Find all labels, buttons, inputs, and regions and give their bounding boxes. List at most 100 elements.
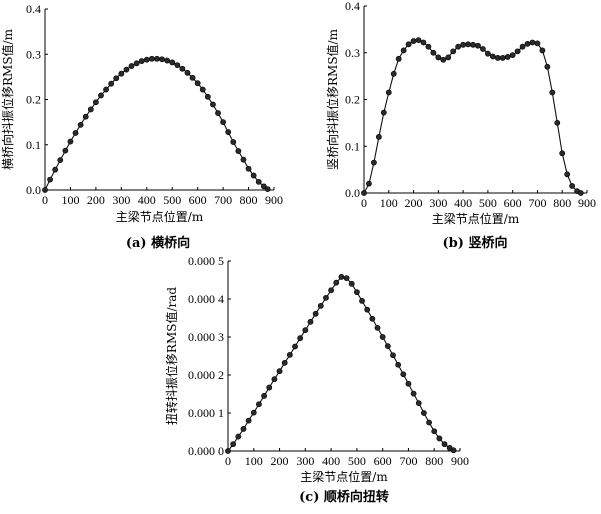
data-point bbox=[400, 371, 407, 378]
data-point bbox=[292, 343, 298, 350]
data-point bbox=[281, 359, 288, 366]
panel-a-chart: (a) 横桥向 0 100 200 300 400 500 600 700 800 900 0.0 0… bbox=[0, 2, 283, 251]
data-point bbox=[113, 75, 120, 82]
data-point bbox=[67, 138, 74, 145]
x-tick-label: 900 bbox=[451, 454, 469, 468]
data-point bbox=[480, 46, 486, 52]
data-point bbox=[499, 54, 506, 61]
data-point bbox=[286, 351, 293, 358]
data-point bbox=[361, 190, 367, 196]
panel-c-chart: (c) 顺桥向扭转 0 100 200 300 400 500 600 700 800 900 0.… bbox=[164, 254, 469, 505]
data-point bbox=[564, 171, 571, 178]
data-point bbox=[266, 384, 273, 391]
data-point bbox=[256, 401, 262, 408]
data-point bbox=[194, 80, 201, 87]
data-point bbox=[103, 86, 109, 93]
data-point bbox=[359, 297, 365, 304]
x-tick-label: 700 bbox=[214, 193, 232, 207]
data-point bbox=[549, 89, 556, 96]
data-point bbox=[235, 148, 242, 154]
data-point bbox=[328, 287, 335, 294]
data-point bbox=[154, 55, 160, 62]
data-point bbox=[405, 380, 412, 387]
data-point bbox=[138, 58, 145, 64]
series-line bbox=[227, 276, 454, 452]
data-point bbox=[431, 428, 438, 435]
data-point bbox=[504, 54, 511, 60]
data-point bbox=[250, 172, 257, 179]
data-point bbox=[271, 376, 278, 383]
data-point bbox=[189, 74, 196, 81]
data-point bbox=[184, 69, 191, 76]
data-point bbox=[302, 327, 309, 334]
x-tick-label: 0 bbox=[361, 196, 367, 210]
data-point bbox=[460, 41, 467, 48]
data-point bbox=[569, 183, 576, 189]
data-point bbox=[374, 324, 381, 331]
x-tick-label: 400 bbox=[454, 196, 472, 210]
data-point bbox=[92, 99, 99, 106]
data-point bbox=[441, 441, 448, 448]
data-point bbox=[179, 65, 186, 72]
data-point bbox=[519, 43, 526, 50]
data-point bbox=[445, 54, 452, 61]
x-tick-label: 100 bbox=[380, 196, 398, 210]
data-point bbox=[72, 130, 79, 136]
data-point bbox=[323, 294, 329, 301]
data-point bbox=[544, 63, 551, 70]
data-point bbox=[353, 289, 360, 296]
x-axis-label: 主梁节点位置/m bbox=[300, 469, 388, 484]
data-point bbox=[240, 156, 247, 163]
data-point bbox=[369, 315, 376, 322]
data-point bbox=[534, 40, 541, 47]
x-tick-label: 400 bbox=[138, 193, 156, 207]
data-point bbox=[148, 55, 155, 62]
data-point bbox=[204, 93, 211, 100]
data-point bbox=[348, 280, 355, 287]
data-point bbox=[426, 419, 432, 426]
data-point bbox=[47, 176, 53, 183]
y-tick-label: 0.000 1 bbox=[188, 406, 224, 420]
x-tick-label: 300 bbox=[112, 193, 130, 207]
data-point bbox=[410, 390, 417, 397]
data-point bbox=[128, 63, 135, 69]
data-point bbox=[470, 41, 476, 48]
data-point bbox=[52, 166, 59, 173]
data-point bbox=[62, 147, 69, 154]
y-tick-label: 0.1 bbox=[345, 139, 360, 153]
data-point bbox=[225, 448, 231, 454]
data-point bbox=[159, 56, 165, 63]
data-point bbox=[450, 48, 457, 55]
y-tick-label: 0.2 bbox=[345, 93, 360, 107]
y-axis-label: 竖桥向抖振位移RMS值/m bbox=[325, 28, 340, 170]
data-point bbox=[215, 110, 221, 116]
y-tick-label: 0.4 bbox=[26, 2, 41, 16]
data-point bbox=[375, 133, 382, 140]
data-point bbox=[415, 400, 422, 407]
data-point bbox=[98, 92, 104, 99]
data-point bbox=[123, 66, 130, 73]
x-tick-label: 100 bbox=[61, 193, 79, 207]
data-point bbox=[77, 121, 84, 128]
data-point bbox=[264, 186, 271, 192]
x-tick-label: 800 bbox=[240, 193, 258, 207]
y-tick-label: 0.3 bbox=[26, 47, 41, 61]
data-point bbox=[390, 70, 397, 77]
data-point bbox=[87, 106, 94, 113]
y-axis-label: 横桥向抖振位移RMS值/m bbox=[0, 28, 15, 170]
x-tick-label: 700 bbox=[528, 196, 546, 210]
x-axis-label: 主梁节点位置/m bbox=[432, 211, 520, 226]
data-point bbox=[559, 150, 566, 157]
y-tick-label: 0.2 bbox=[26, 93, 41, 107]
data-point bbox=[297, 335, 304, 342]
data-point bbox=[169, 59, 176, 66]
data-point bbox=[307, 318, 314, 325]
data-point bbox=[440, 56, 447, 63]
data-point bbox=[366, 180, 372, 187]
data-point bbox=[484, 50, 491, 57]
data-point bbox=[118, 70, 125, 77]
y-tick-label: 0.000 3 bbox=[188, 330, 224, 344]
x-tick-label: 600 bbox=[374, 454, 392, 468]
data-point bbox=[450, 447, 457, 454]
series-line bbox=[363, 39, 582, 194]
